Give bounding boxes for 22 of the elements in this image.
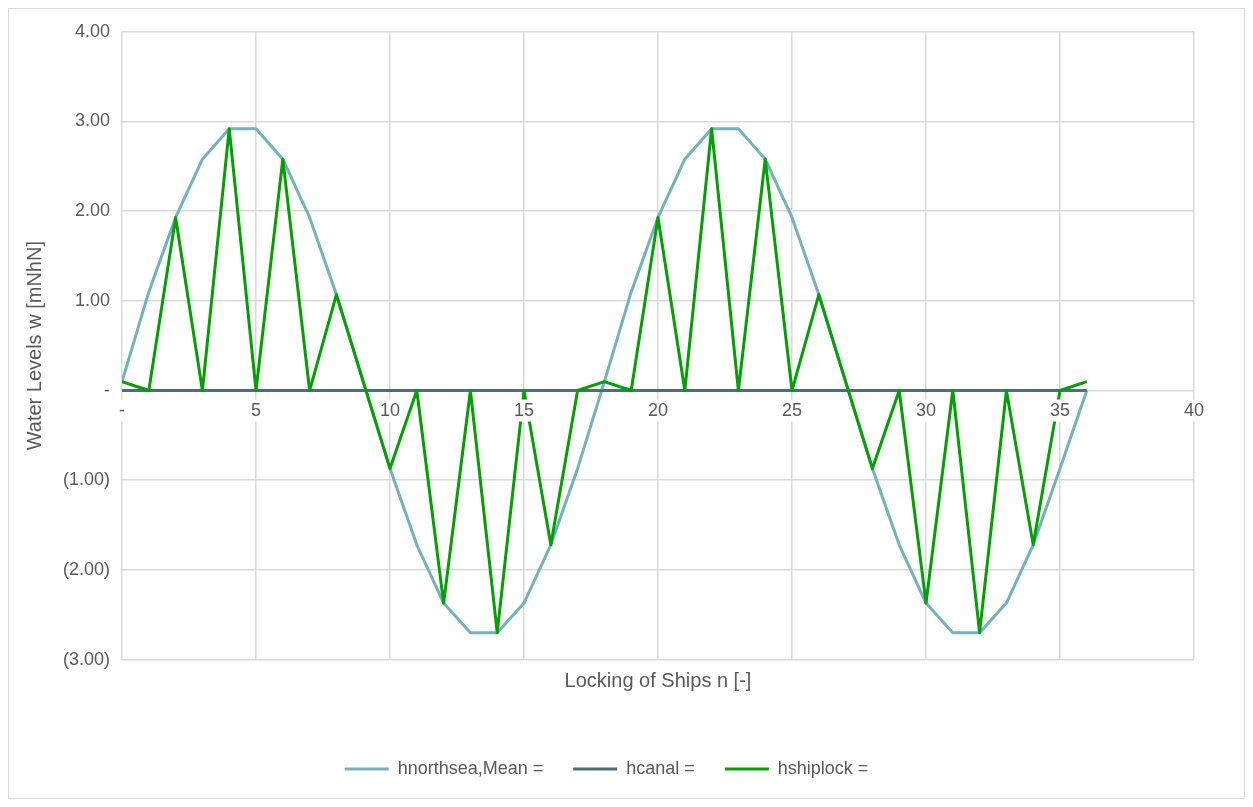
x-tick-label: 5: [251, 399, 262, 420]
x-axis-title: Locking of Ships n [-]: [564, 669, 752, 692]
legend-label: hcanal =: [626, 757, 695, 778]
legend-label: hnorthsea,Mean =: [397, 757, 544, 778]
y-tick-label: 3.00: [74, 110, 111, 131]
y-axis-title: Water Levels w [mNhN]: [22, 241, 45, 451]
x-tick-label: 20: [648, 399, 669, 420]
x-tick-label: 40: [1183, 399, 1205, 420]
x-tick-label: 25: [781, 399, 803, 420]
x-tick-label: -: [119, 399, 126, 420]
y-tick-label: -: [104, 379, 111, 400]
x-tick-label: 15: [514, 399, 535, 420]
x-tick-label: 10: [380, 399, 401, 420]
y-tick-label: (1.00): [62, 469, 111, 490]
y-tick-label: (3.00): [62, 648, 111, 669]
y-tick-label: 2.00: [74, 200, 111, 221]
y-tick-label: 1.00: [74, 289, 111, 310]
y-tick-label: (2.00): [62, 558, 111, 579]
legend-label: hshiplock =: [777, 757, 869, 778]
y-tick-label: 4.00: [74, 20, 111, 41]
x-tick-label: 30: [915, 399, 937, 420]
x-tick-label: 35: [1049, 399, 1071, 420]
